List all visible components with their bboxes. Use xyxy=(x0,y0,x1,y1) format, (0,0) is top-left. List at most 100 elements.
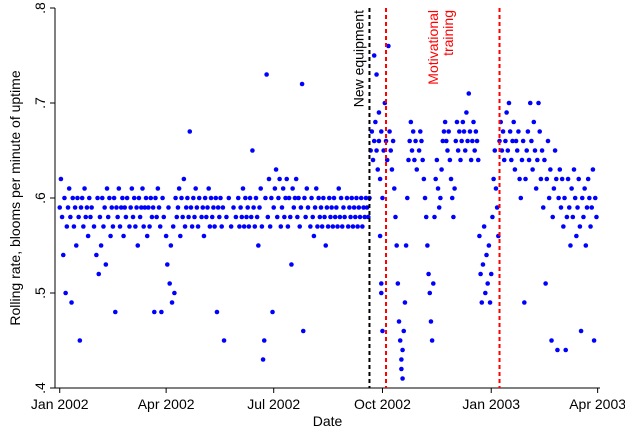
x-tick-label: Jan 2003 xyxy=(462,396,520,412)
data-point xyxy=(403,243,409,248)
data-point xyxy=(252,224,258,229)
data-point xyxy=(364,205,370,210)
data-point xyxy=(484,252,489,258)
data-point xyxy=(426,271,431,277)
data-point xyxy=(475,157,481,163)
data-point xyxy=(318,205,324,210)
data-point xyxy=(66,186,72,191)
data-point xyxy=(336,186,342,191)
data-point xyxy=(524,148,530,153)
data-point xyxy=(58,176,64,182)
data-point xyxy=(531,119,537,125)
data-point xyxy=(544,176,550,182)
data-point xyxy=(393,214,398,220)
data-point xyxy=(246,224,252,229)
data-point xyxy=(540,205,546,210)
annotation-label: Motivational xyxy=(425,10,441,85)
data-point xyxy=(300,328,306,334)
data-point xyxy=(559,176,565,182)
data-point xyxy=(311,233,317,239)
data-point xyxy=(72,205,78,210)
data-point xyxy=(511,119,516,125)
data-point xyxy=(165,262,170,267)
data-point xyxy=(420,157,425,163)
data-point xyxy=(321,195,326,201)
data-point xyxy=(79,195,85,201)
data-point xyxy=(285,224,291,229)
data-point xyxy=(86,195,92,201)
data-point xyxy=(512,167,518,172)
data-point xyxy=(454,119,460,125)
data-point xyxy=(277,176,282,182)
data-point xyxy=(568,243,573,248)
data-point xyxy=(317,214,323,220)
data-point xyxy=(449,195,455,201)
data-point xyxy=(584,205,590,210)
y-tick-label: .8 xyxy=(32,2,48,14)
data-point xyxy=(325,224,331,229)
data-point xyxy=(102,205,107,210)
data-point xyxy=(155,186,161,191)
data-point xyxy=(264,72,269,77)
data-point xyxy=(441,129,447,134)
data-point xyxy=(202,195,208,201)
data-point xyxy=(142,205,148,210)
data-point xyxy=(101,224,106,229)
data-point xyxy=(117,224,123,229)
data-point xyxy=(251,205,256,210)
data-point xyxy=(569,186,574,191)
data-point xyxy=(322,214,327,220)
data-point xyxy=(181,176,187,182)
data-point xyxy=(243,195,248,201)
data-point xyxy=(319,224,325,229)
data-point xyxy=(491,176,496,182)
data-point xyxy=(400,347,405,353)
data-point xyxy=(592,195,598,201)
data-point xyxy=(465,138,470,144)
data-point xyxy=(480,262,486,267)
data-point xyxy=(257,205,262,210)
x-tick-label: Apr 2002 xyxy=(138,396,195,412)
x-tick-label: Oct 2002 xyxy=(354,396,411,412)
data-point xyxy=(588,224,593,229)
data-point xyxy=(68,214,73,220)
data-point xyxy=(565,176,571,182)
data-point xyxy=(253,195,259,201)
data-point xyxy=(220,205,226,210)
data-point xyxy=(269,195,274,201)
data-point xyxy=(439,167,444,172)
data-point xyxy=(349,195,355,201)
data-point xyxy=(166,205,171,210)
data-point xyxy=(149,214,155,220)
data-point xyxy=(518,195,524,201)
data-point xyxy=(460,119,466,125)
data-point xyxy=(375,167,381,172)
y-tick-label: .7 xyxy=(32,97,48,109)
data-point xyxy=(140,186,145,191)
data-point xyxy=(237,224,242,229)
data-point xyxy=(355,224,360,229)
data-point xyxy=(99,195,105,201)
data-point xyxy=(477,233,482,239)
data-point xyxy=(490,214,495,220)
data-point xyxy=(334,205,339,210)
data-point xyxy=(539,148,545,153)
data-point xyxy=(513,138,519,144)
y-axis-title: Rolling rate, blooms per minute of uptim… xyxy=(7,70,23,325)
data-point xyxy=(161,214,167,220)
data-point xyxy=(546,195,552,201)
data-point xyxy=(457,129,462,134)
data-point xyxy=(380,195,385,201)
data-point xyxy=(127,224,132,229)
data-point xyxy=(309,195,314,201)
data-point xyxy=(302,195,307,201)
data-point xyxy=(248,214,254,220)
data-point xyxy=(446,129,451,134)
data-point xyxy=(369,129,375,134)
data-point xyxy=(82,186,87,191)
data-point xyxy=(81,224,86,229)
data-point xyxy=(338,195,344,201)
data-point xyxy=(589,205,595,210)
data-point xyxy=(526,157,532,163)
data-point xyxy=(530,167,535,172)
